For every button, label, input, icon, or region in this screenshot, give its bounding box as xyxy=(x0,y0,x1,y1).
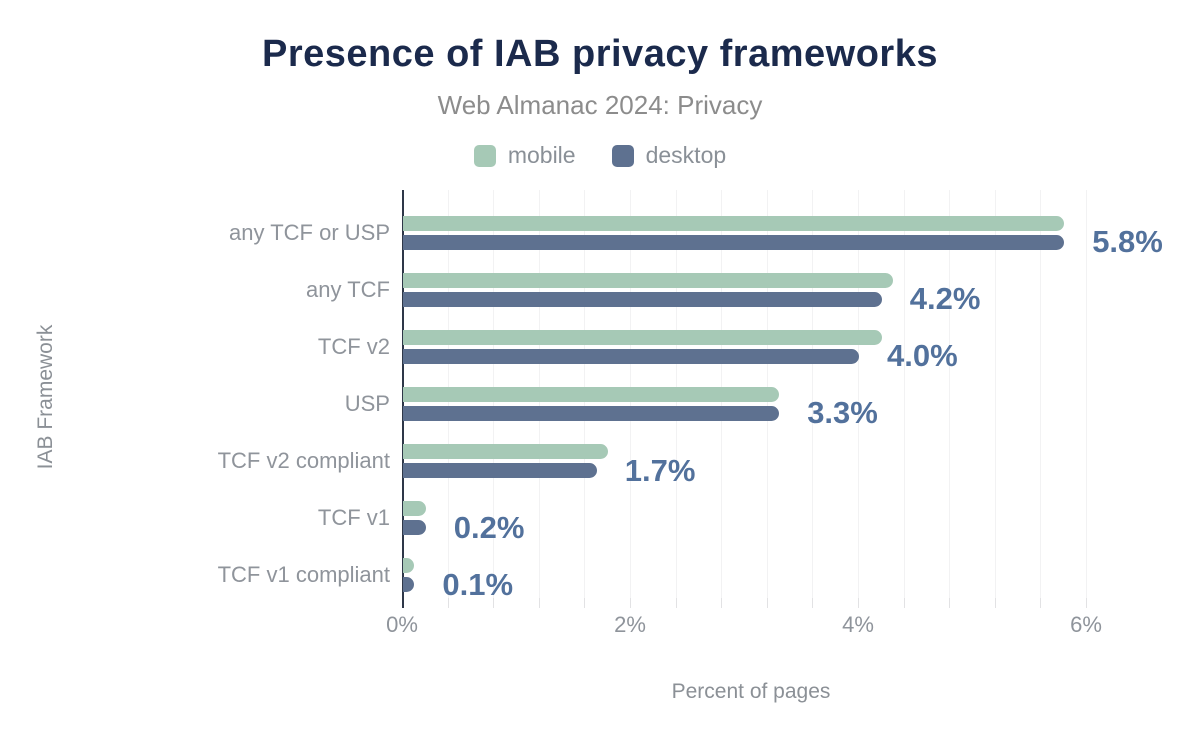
bar-desktop-1[interactable] xyxy=(403,291,882,307)
data-label: 0.1% xyxy=(442,566,514,602)
x-axis-tick xyxy=(1040,598,1042,608)
gridline xyxy=(1040,190,1042,598)
legend-label-desktop: desktop xyxy=(645,142,727,168)
bar-desktop-0[interactable] xyxy=(403,234,1065,250)
x-axis-tick xyxy=(994,598,996,608)
chart-subtitle: Web Almanac 2024: Privacy xyxy=(437,90,763,120)
bar-mobile-6[interactable] xyxy=(403,558,415,574)
x-axis-tick-label: 4% xyxy=(842,612,874,637)
x-axis-tick xyxy=(1086,598,1087,608)
category-label: TCF v2 xyxy=(317,333,390,359)
x-axis-tick xyxy=(447,598,449,608)
y-axis-title: IAB Framework xyxy=(34,324,57,470)
category-label: TCF v1 xyxy=(317,505,390,531)
legend: mobile desktop xyxy=(0,142,1200,169)
x-axis-tick xyxy=(812,598,814,608)
x-axis-tick xyxy=(630,598,631,608)
bar-mobile-1[interactable] xyxy=(403,272,894,288)
data-label: 5.8% xyxy=(1092,224,1163,259)
x-axis-tick xyxy=(493,598,495,608)
data-label: 1.7% xyxy=(624,452,696,488)
data-label: 4.0% xyxy=(887,338,958,374)
bar-desktop-3[interactable] xyxy=(403,405,780,421)
gridline xyxy=(994,190,996,598)
x-axis-tick-label: 6% xyxy=(1070,612,1102,637)
gridline xyxy=(903,190,905,598)
x-axis-tick xyxy=(858,598,859,608)
data-label: 0.2% xyxy=(453,509,525,545)
bar-mobile-2[interactable] xyxy=(403,329,882,345)
data-label: 4.2% xyxy=(909,281,981,317)
x-axis-tick xyxy=(721,598,723,608)
x-axis-tick xyxy=(538,598,540,608)
mobile-series-swatch-icon xyxy=(473,144,496,167)
x-axis-tick-label: 0% xyxy=(386,612,418,637)
bar-desktop-4[interactable] xyxy=(403,463,597,479)
bar-mobile-5[interactable] xyxy=(403,501,426,517)
category-label: any TCF xyxy=(306,276,390,302)
gridline xyxy=(858,190,859,598)
legend-label-mobile: mobile xyxy=(507,142,576,168)
x-axis-tick xyxy=(584,598,586,608)
x-axis-tick xyxy=(675,598,677,608)
bar-mobile-0[interactable] xyxy=(403,215,1065,231)
bar-mobile-3[interactable] xyxy=(403,386,780,402)
gridline xyxy=(949,190,951,598)
x-axis-tick-label: 2% xyxy=(614,612,646,637)
bar-desktop-2[interactable] xyxy=(403,348,859,364)
category-label: USP xyxy=(344,390,390,416)
gridline xyxy=(812,190,814,598)
chart-title: Presence of IAB privacy frameworks xyxy=(262,33,938,75)
legend-item-desktop[interactable]: desktop xyxy=(611,142,727,169)
category-label: any TCF or USP xyxy=(229,219,390,245)
x-axis-tick xyxy=(949,598,951,608)
bar-desktop-5[interactable] xyxy=(403,520,426,536)
x-axis-tick xyxy=(903,598,905,608)
gridline xyxy=(1086,190,1087,598)
legend-item-mobile[interactable]: mobile xyxy=(473,142,576,169)
bar-mobile-4[interactable] xyxy=(403,444,609,460)
category-label: TCF v1 compliant xyxy=(217,562,390,588)
data-label: 3.3% xyxy=(807,395,878,431)
x-axis-tick xyxy=(766,598,768,608)
category-label: TCF v2 compliant xyxy=(217,448,390,474)
desktop-series-swatch-icon xyxy=(611,144,634,167)
bar-desktop-6[interactable] xyxy=(403,577,415,593)
x-axis-title: Percent of pages xyxy=(671,680,831,703)
